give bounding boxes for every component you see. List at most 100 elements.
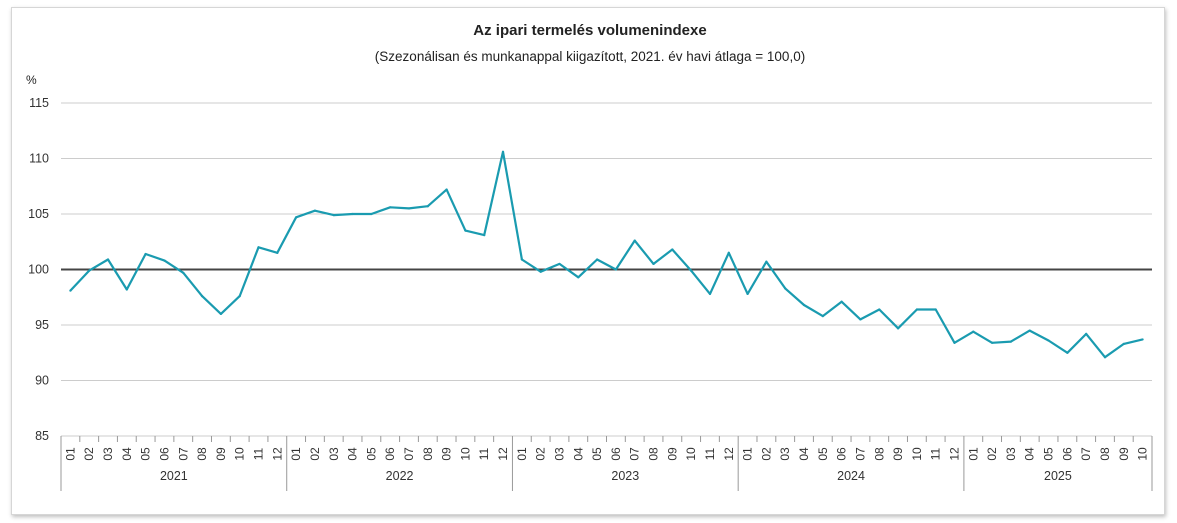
data-point (1085, 332, 1088, 335)
data-point (953, 341, 956, 344)
data-point (238, 295, 241, 298)
data-point (652, 262, 655, 266)
data-point (257, 246, 260, 249)
y-tick-label: 90 (35, 374, 49, 388)
x-tick-label: 01 (741, 447, 755, 461)
data-point (445, 188, 448, 191)
x-tick-label: 07 (853, 447, 867, 461)
data-point (1103, 356, 1107, 359)
x-tick-label: 01 (63, 447, 77, 461)
x-tick-label: 10 (684, 447, 698, 461)
data-point (501, 150, 505, 153)
x-tick-label: 04 (120, 447, 134, 461)
year-label: 2023 (611, 469, 639, 483)
data-point (633, 239, 636, 242)
data-point (407, 207, 411, 210)
x-tick-label: 12 (722, 447, 736, 461)
data-point (878, 308, 881, 311)
data-point (69, 289, 72, 292)
data-point (558, 262, 561, 266)
data-point (1141, 338, 1144, 341)
data-point (765, 260, 768, 263)
x-tick-label: 11 (929, 447, 943, 460)
x-tick-label: 07 (402, 447, 416, 461)
x-tick-label: 07 (628, 447, 642, 461)
x-tick-label: 07 (176, 447, 190, 461)
x-tick-label: 04 (346, 447, 360, 461)
x-tick-label: 11 (703, 447, 717, 460)
data-point (483, 233, 486, 237)
data-point (991, 341, 994, 344)
x-tick-label: 03 (1004, 447, 1018, 461)
x-tick-label: 06 (609, 447, 623, 461)
x-tick-label: 12 (947, 447, 961, 461)
data-point (1122, 342, 1125, 345)
x-tick-label: 05 (1042, 447, 1056, 461)
x-tick-label: 04 (797, 447, 811, 461)
data-point (972, 330, 975, 333)
x-tick-label: 08 (647, 447, 661, 461)
x-tick-label: 08 (421, 447, 435, 461)
x-tick-label: 10 (910, 447, 924, 461)
x-tick-label: 01 (515, 447, 529, 461)
y-tick-label: 110 (29, 152, 49, 166)
data-point (200, 295, 204, 298)
data-point (614, 268, 618, 271)
y-tick-label: 115 (29, 96, 49, 110)
x-tick-label: 09 (440, 447, 454, 461)
x-tick-label: 02 (82, 447, 96, 461)
data-point (389, 206, 392, 209)
data-point (464, 229, 467, 232)
x-tick-label: 01 (966, 447, 980, 461)
x-tick-label: 09 (214, 447, 228, 461)
data-point (1028, 329, 1031, 332)
data-point (896, 327, 900, 330)
x-tick-label: 01 (289, 447, 303, 461)
data-point (1066, 351, 1069, 354)
chart-title: Az ipari termelés volumenindexe (473, 22, 706, 39)
data-point (426, 205, 429, 208)
data-point (88, 269, 91, 272)
data-point (671, 248, 674, 251)
x-tick-label: 03 (778, 447, 792, 461)
x-tick-label: 10 (233, 447, 247, 461)
x-tick-label: 06 (157, 447, 171, 461)
y-tick-label: 85 (35, 429, 49, 443)
year-label: 2024 (837, 469, 865, 483)
x-tick-label: 05 (816, 447, 830, 461)
x-tick-label: 06 (1060, 447, 1074, 461)
data-point (859, 318, 862, 321)
x-tick-label: 09 (891, 447, 905, 461)
data-point (144, 252, 147, 256)
x-tick-label: 02 (985, 447, 999, 461)
data-point (332, 214, 335, 217)
x-tick-label: 02 (759, 447, 773, 461)
x-tick-label: 05 (590, 447, 604, 461)
x-tick-label: 08 (195, 447, 209, 461)
x-tick-label: 07 (1079, 447, 1093, 461)
x-tick-label: 03 (327, 447, 341, 461)
data-point (276, 251, 279, 254)
data-point (802, 303, 806, 307)
data-point (708, 292, 712, 296)
data-point (125, 288, 128, 291)
x-tick-label: 04 (1023, 447, 1037, 461)
y-tick-label: 95 (35, 318, 49, 332)
x-tick-label: 02 (534, 447, 548, 461)
data-point (219, 312, 222, 315)
year-label: 2022 (386, 469, 414, 483)
x-tick-label: 06 (835, 447, 849, 461)
data-point (313, 209, 317, 212)
data-point (727, 251, 730, 254)
x-tick-label: 03 (101, 447, 115, 461)
x-tick-label: 05 (364, 447, 378, 461)
data-point (577, 276, 580, 279)
data-point (690, 269, 693, 272)
y-tick-label: 105 (28, 207, 49, 221)
x-tick-label: 12 (270, 447, 284, 461)
data-point (351, 212, 354, 216)
y-tick-label: 100 (28, 263, 49, 277)
data-point (784, 287, 787, 290)
data-point (746, 292, 749, 296)
data-point (1009, 340, 1013, 343)
